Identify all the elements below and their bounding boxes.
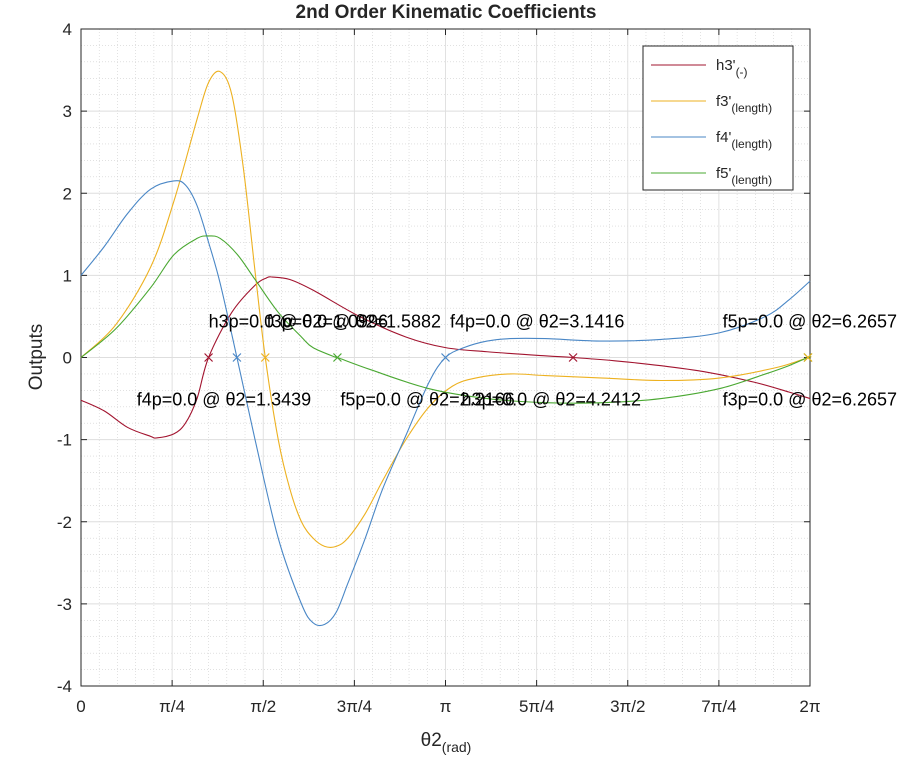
x-tick-label: 3π/4: [337, 697, 372, 716]
zero-marker-2: [260, 353, 270, 362]
zero-marker-7: [803, 353, 813, 362]
annotations: h3p=0.0 @ θ2=1.0996 f4p=0.0 @ θ2=1.3439 f3…: [137, 312, 897, 410]
annotation-2: f3p=0.0 @ θ2=1.5882: [267, 312, 441, 332]
x-tick-label: 5π/4: [519, 697, 554, 716]
annotation-0: h3p=0.0 @ θ2=1.0996: [209, 312, 388, 332]
series-lines: [80, 70, 812, 627]
legend-entry-name: f3': [716, 93, 732, 110]
y-tick-label: 1: [63, 266, 72, 285]
x-tick-label: π: [440, 697, 452, 716]
y-tick-label: -4: [57, 677, 72, 696]
legend-entry-3: f5'(length): [716, 165, 772, 187]
legend-entry-2: f4'(length): [716, 129, 772, 151]
zero-marker-stroke: [441, 353, 450, 362]
series-line-2: [80, 180, 811, 627]
y-tick-label: 4: [63, 20, 72, 39]
x-axis-label-main: θ2: [421, 730, 442, 751]
annotation-4: f4p=0.0 @ θ2=3.1416: [450, 312, 624, 332]
legend-entry-name: f5': [716, 165, 732, 182]
series-line-1: [80, 70, 812, 548]
zero-marker-stroke: [568, 353, 578, 362]
zero-marker-stroke: [204, 353, 214, 362]
x-axis-label-sub: (rad): [442, 739, 472, 755]
x-tick-label: 0: [76, 697, 85, 716]
series-line-0: [80, 276, 811, 439]
legend-entry-name: f4': [716, 129, 732, 146]
zero-marker-1: [232, 353, 242, 362]
legend-entry-sub: (length): [731, 173, 772, 187]
x-axis-label: θ2(rad): [421, 730, 472, 755]
y-tick-label: -1: [57, 431, 72, 450]
legend-entry-sub: (length): [731, 137, 772, 151]
y-tick-label: 2: [63, 184, 72, 203]
annotation-5: h3p=0.0 @ θ2=4.2412: [462, 390, 641, 410]
legend-box: [642, 45, 794, 191]
zero-marker-3: [332, 353, 342, 362]
x-tick-label: 3π/2: [610, 697, 645, 716]
y-tick-label: 0: [63, 349, 72, 368]
legend-entry-sub: (length): [731, 101, 772, 115]
x-tick-label: π/4: [159, 697, 185, 716]
x-tick-label: π/2: [250, 697, 276, 716]
legend-entry-0: h3'(-): [716, 57, 748, 79]
legend-entry-1: f3'(length): [716, 93, 772, 115]
zero-marker-stroke: [260, 353, 270, 362]
legend-entry-name: h3': [716, 57, 736, 74]
zero-marker-5: [568, 353, 578, 362]
legend[interactable]: h3'(-)f3'(length)f4'(length)f5'(length): [642, 45, 794, 191]
annotation-1: f4p=0.0 @ θ2=1.3439: [137, 390, 311, 410]
zero-marker-4: [441, 353, 450, 362]
legend-entry-sub: (-): [736, 65, 748, 79]
y-tick-label: -2: [57, 513, 72, 532]
zero-markers: [204, 353, 813, 362]
y-axis-label: Outputs: [26, 324, 47, 391]
zero-marker-0: [204, 353, 214, 362]
annotation-7: f3p=0.0 @ θ2=6.2657: [723, 390, 897, 410]
zero-marker-stroke: [232, 353, 242, 362]
x-tick-label: 2π: [799, 697, 820, 716]
zero-marker-stroke: [803, 353, 813, 362]
annotation-6: f5p=0.0 @ θ2=6.2657: [723, 312, 897, 332]
series-line-3: [80, 235, 811, 404]
annotation-3: f5p=0.0 @ θ2=2.2166: [340, 390, 514, 410]
axis-ticks: 0 π/4 π/2 3π/4 π 5π/4 3π/2 7π/4 2π -4 -3 -2 -1 0 1 2 3 4: [57, 20, 821, 716]
zero-marker-stroke: [332, 353, 342, 362]
x-tick-label: 7π/4: [701, 697, 736, 716]
y-tick-label: -3: [57, 595, 72, 614]
y-tick-label: 3: [63, 102, 72, 121]
chart-title: 2nd Order Kinematic Coefficients: [296, 2, 597, 23]
